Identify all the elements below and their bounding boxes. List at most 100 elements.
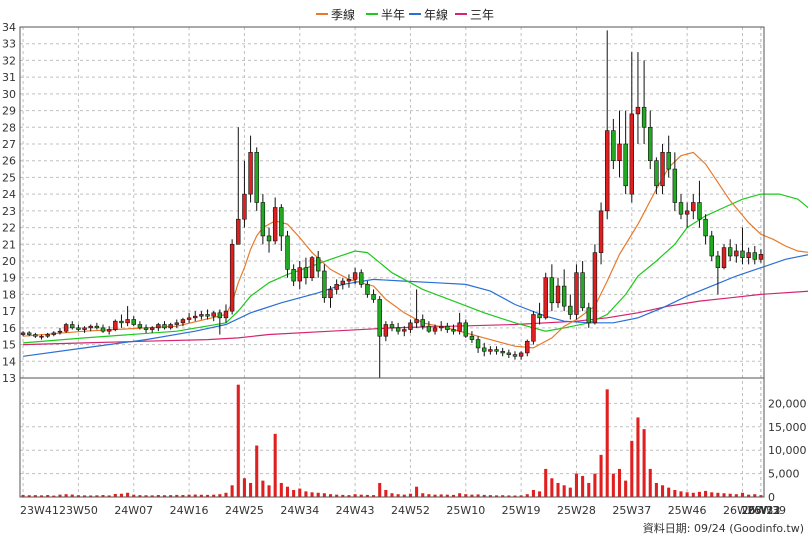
volume-bar (611, 473, 615, 497)
candle-body (143, 327, 149, 330)
candle-body (758, 254, 764, 260)
legend-label-half: 半年 (381, 8, 405, 22)
candle-body (100, 327, 106, 332)
candle-body (543, 277, 548, 319)
candle-body (285, 235, 290, 270)
ma-year-line (23, 254, 808, 357)
ma-half-line (23, 193, 808, 344)
volume-bar (285, 486, 290, 497)
candle-body (94, 325, 100, 329)
candle-body (549, 277, 555, 304)
price-tick-label: 21 (2, 238, 16, 251)
volume-bar (113, 493, 117, 497)
volume-bar (488, 495, 492, 497)
candle-body (611, 130, 616, 162)
price-tick-label: 18 (2, 288, 16, 301)
volume-bar (181, 495, 185, 497)
x-tick-label: 26W31 (741, 504, 780, 517)
volume-bar (187, 494, 191, 497)
price-tick-label: 22 (2, 222, 16, 235)
price-axis: 13 14 15 16 17 18 19 20 21 22 23 24 25 26 27 28 29 30 31 32… (2, 21, 16, 385)
candle-body (242, 193, 247, 220)
candle-body (377, 299, 382, 337)
candle-body (727, 247, 733, 257)
candle-body (119, 320, 124, 324)
volume-bar (52, 495, 56, 497)
volume-bar (341, 494, 345, 497)
volume-bar (679, 491, 683, 497)
volume-bar (212, 494, 216, 497)
candle-body (389, 324, 395, 329)
candle-body (555, 285, 561, 304)
volume-bar (322, 493, 326, 497)
candle-body (186, 317, 192, 320)
ma-3y-line (23, 290, 808, 346)
volume-bar (415, 486, 419, 497)
candle-body (635, 106, 641, 115)
volume-bar (667, 487, 671, 497)
volume-bar (33, 495, 37, 497)
volume-bar (753, 494, 757, 497)
candle-body (113, 320, 118, 330)
volume-bar (107, 495, 111, 497)
candle-body (316, 257, 321, 272)
candle-body (352, 272, 358, 280)
candle-body (395, 327, 401, 332)
volume-bar (740, 492, 745, 497)
volume-bars (21, 384, 763, 497)
candle-body (721, 247, 727, 268)
volume-bar (587, 482, 591, 497)
candle-body (174, 322, 179, 325)
volume-bar (126, 492, 130, 497)
volume-bar (353, 494, 357, 497)
candle-body (734, 250, 739, 257)
volume-bar (384, 489, 388, 497)
volume-bar (617, 468, 622, 497)
volume-bar (544, 468, 548, 497)
candle-body (648, 126, 653, 162)
candle-body (445, 325, 450, 330)
candle-body (469, 335, 475, 340)
x-tick-label: 26W22 (741, 504, 780, 517)
volume-bar (519, 495, 523, 497)
volume-bar (501, 495, 505, 497)
candle-body (223, 310, 229, 319)
candle-body (272, 207, 278, 242)
candle-body (457, 322, 462, 332)
candle-body (340, 280, 346, 285)
price-tick-label: 19 (2, 272, 16, 285)
candle-body (740, 250, 745, 258)
legend-label-year: 年線 (424, 7, 448, 22)
plot-frame (19, 26, 765, 498)
volume-bar (150, 495, 154, 497)
candle-body (27, 332, 32, 335)
candle-body (260, 202, 266, 237)
candle-body (359, 272, 364, 285)
candle-body (494, 349, 499, 352)
volume-bar (402, 494, 406, 497)
candle-body (199, 314, 204, 317)
volume-bar (525, 494, 529, 497)
candle-body (463, 322, 468, 337)
volume-bar (568, 487, 572, 497)
volume-bar (372, 495, 376, 497)
volume-bar (747, 494, 751, 497)
volume-bar (304, 491, 308, 497)
price-tick-label: 26 (2, 155, 16, 168)
volume-bar (273, 433, 277, 497)
candle-body (537, 314, 542, 319)
volume-bar (716, 492, 720, 497)
volume-bar (242, 478, 246, 497)
volume-bar (538, 491, 542, 497)
candle-body (500, 350, 505, 354)
candle-body (623, 143, 628, 187)
volume-bar (624, 480, 628, 497)
volume-bar (494, 495, 499, 497)
candle-body (414, 319, 419, 324)
x-tick-label: 25W28 (557, 504, 596, 517)
volume-bar (439, 494, 443, 497)
x-tick-label: 25W37 (612, 504, 651, 517)
candle-body (518, 352, 524, 357)
candle-body (426, 325, 432, 332)
x-tick-label: 24W52 (391, 504, 430, 517)
